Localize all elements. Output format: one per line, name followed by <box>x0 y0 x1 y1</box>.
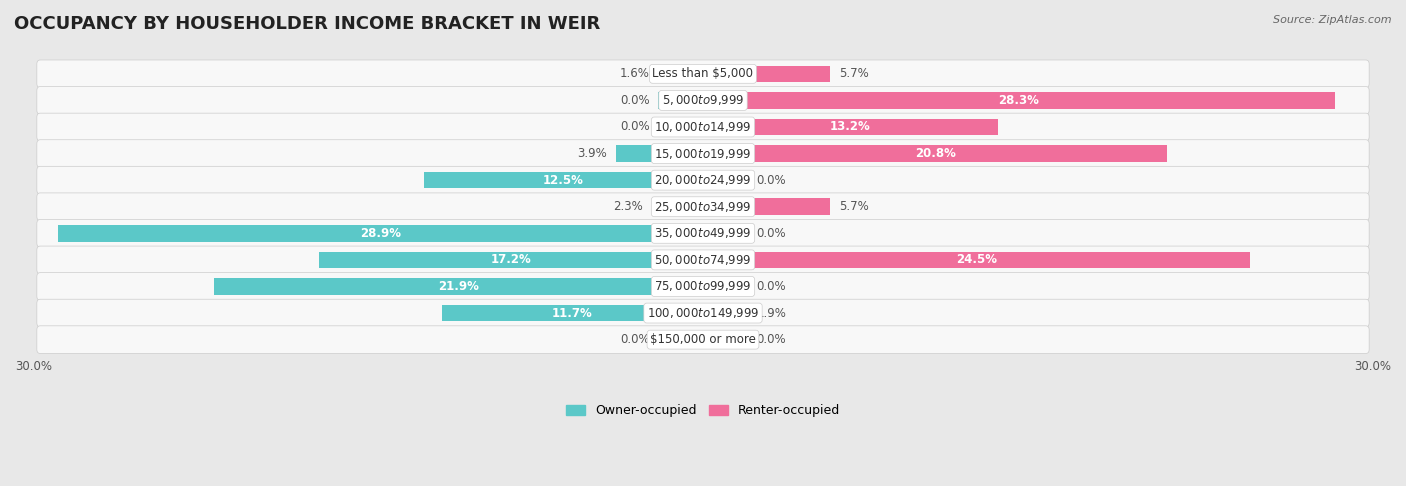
Bar <box>703 225 748 242</box>
Text: 13.2%: 13.2% <box>830 121 870 134</box>
Text: 0.0%: 0.0% <box>756 174 786 187</box>
FancyBboxPatch shape <box>37 193 1369 221</box>
FancyBboxPatch shape <box>37 220 1369 247</box>
Bar <box>703 119 998 135</box>
Text: 12.5%: 12.5% <box>543 174 583 187</box>
Text: $10,000 to $14,999: $10,000 to $14,999 <box>654 120 752 134</box>
Legend: Owner-occupied, Renter-occupied: Owner-occupied, Renter-occupied <box>561 399 845 422</box>
Bar <box>651 198 703 215</box>
Text: $75,000 to $99,999: $75,000 to $99,999 <box>654 279 752 294</box>
Text: $100,000 to $149,999: $100,000 to $149,999 <box>647 306 759 320</box>
Text: 5.7%: 5.7% <box>839 200 869 213</box>
Text: 0.0%: 0.0% <box>620 121 650 134</box>
Text: 30.0%: 30.0% <box>15 361 52 373</box>
Text: 20.8%: 20.8% <box>915 147 956 160</box>
Text: 5.7%: 5.7% <box>839 68 869 80</box>
Text: 30.0%: 30.0% <box>1354 361 1391 373</box>
Text: 3.9%: 3.9% <box>578 147 607 160</box>
Text: OCCUPANCY BY HOUSEHOLDER INCOME BRACKET IN WEIR: OCCUPANCY BY HOUSEHOLDER INCOME BRACKET … <box>14 15 600 33</box>
Text: $15,000 to $19,999: $15,000 to $19,999 <box>654 147 752 160</box>
Bar <box>703 145 1167 162</box>
FancyBboxPatch shape <box>37 87 1369 114</box>
Text: 17.2%: 17.2% <box>491 253 531 266</box>
Text: 1.9%: 1.9% <box>756 307 786 320</box>
Bar <box>703 331 748 348</box>
Bar <box>703 92 1334 109</box>
Text: 21.9%: 21.9% <box>439 280 479 293</box>
Bar <box>703 278 748 295</box>
Text: $5,000 to $9,999: $5,000 to $9,999 <box>662 93 744 107</box>
Bar <box>58 225 703 242</box>
FancyBboxPatch shape <box>37 113 1369 141</box>
Text: 0.0%: 0.0% <box>756 280 786 293</box>
Text: 0.0%: 0.0% <box>620 333 650 346</box>
Bar <box>703 198 830 215</box>
Text: Less than $5,000: Less than $5,000 <box>652 68 754 80</box>
Text: $35,000 to $49,999: $35,000 to $49,999 <box>654 226 752 240</box>
Bar <box>425 172 703 189</box>
Bar <box>703 305 748 321</box>
FancyBboxPatch shape <box>37 299 1369 327</box>
Text: 1.6%: 1.6% <box>620 68 650 80</box>
Bar <box>703 172 748 189</box>
Text: 2.3%: 2.3% <box>613 200 643 213</box>
Bar <box>658 92 703 109</box>
Text: 28.9%: 28.9% <box>360 227 401 240</box>
FancyBboxPatch shape <box>37 60 1369 87</box>
Text: $20,000 to $24,999: $20,000 to $24,999 <box>654 173 752 187</box>
Text: 0.0%: 0.0% <box>756 227 786 240</box>
Text: 24.5%: 24.5% <box>956 253 997 266</box>
Text: 28.3%: 28.3% <box>998 94 1039 107</box>
FancyBboxPatch shape <box>37 246 1369 274</box>
Bar <box>214 278 703 295</box>
Text: $50,000 to $74,999: $50,000 to $74,999 <box>654 253 752 267</box>
Bar <box>441 305 703 321</box>
Text: Source: ZipAtlas.com: Source: ZipAtlas.com <box>1274 15 1392 25</box>
Text: 0.0%: 0.0% <box>756 333 786 346</box>
FancyBboxPatch shape <box>37 326 1369 353</box>
FancyBboxPatch shape <box>37 273 1369 300</box>
FancyBboxPatch shape <box>37 166 1369 194</box>
Bar <box>319 252 703 268</box>
Bar <box>703 66 830 82</box>
Text: 0.0%: 0.0% <box>620 94 650 107</box>
Bar <box>703 252 1250 268</box>
Bar <box>658 66 703 82</box>
Text: 11.7%: 11.7% <box>553 307 593 320</box>
Bar <box>616 145 703 162</box>
Bar <box>658 119 703 135</box>
FancyBboxPatch shape <box>37 140 1369 167</box>
Bar <box>658 331 703 348</box>
Text: $150,000 or more: $150,000 or more <box>650 333 756 346</box>
Text: $25,000 to $34,999: $25,000 to $34,999 <box>654 200 752 214</box>
